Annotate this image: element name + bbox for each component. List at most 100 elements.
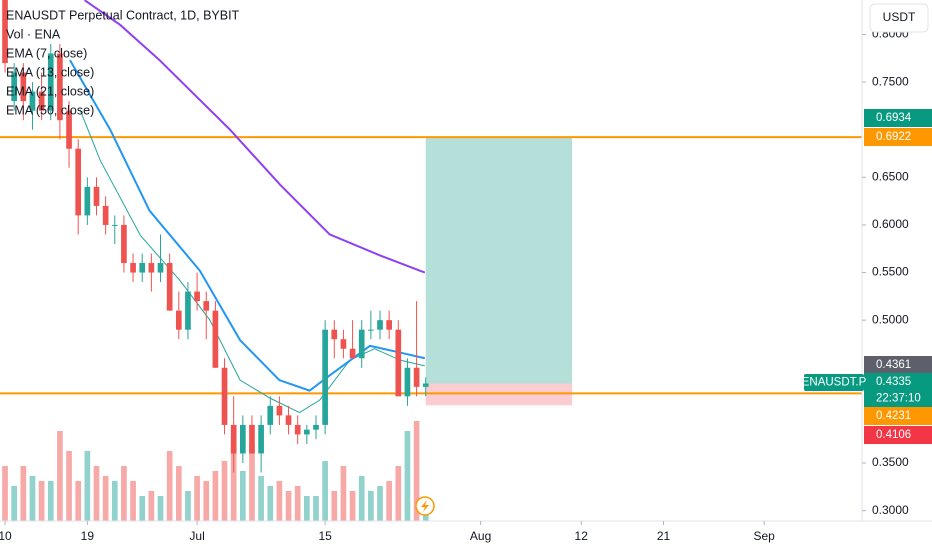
- volume-bar: [84, 451, 91, 521]
- y-tick-label: 0.6000: [872, 217, 909, 231]
- x-tick-label: Sep: [753, 529, 775, 543]
- volume-bar: [29, 476, 36, 521]
- volume-bar: [395, 466, 402, 521]
- legend-item: EMA (50, close): [6, 103, 94, 117]
- y-tick-label: 0.3500: [872, 455, 909, 469]
- currency-button-box[interactable]: [869, 3, 929, 33]
- volume-bar: [157, 496, 164, 521]
- volume-bar: [11, 486, 18, 521]
- volume-bar: [212, 471, 219, 521]
- axes: 0.80000.75000.65000.60000.55000.50000.35…: [0, 27, 932, 543]
- price-label-box: [864, 109, 932, 127]
- candle-body: [313, 424, 319, 430]
- y-tick-label: 0.5500: [872, 265, 909, 279]
- candle-body: [267, 405, 274, 425]
- volume-bar: [358, 476, 365, 521]
- price-label: 0.4231: [876, 410, 911, 422]
- candle-body: [276, 405, 283, 416]
- candle-body: [66, 110, 72, 149]
- volume-bar: [47, 481, 54, 521]
- candle-body: [404, 367, 411, 397]
- volume-bar: [175, 466, 182, 521]
- candle-body: [166, 263, 173, 311]
- candle-body: [221, 367, 228, 425]
- volume-bar: [313, 496, 319, 521]
- candle-body: [386, 320, 392, 330]
- legend-item: EMA (21, close): [6, 84, 94, 98]
- volume-bar: [258, 476, 264, 521]
- candle-body: [121, 224, 127, 264]
- volume-bar: [166, 451, 173, 521]
- volume-bar: [386, 481, 392, 521]
- volume-bar: [249, 446, 255, 521]
- candle-body: [230, 424, 237, 454]
- x-tick-label: 15: [318, 529, 332, 543]
- price-label: 0.4361: [876, 359, 911, 371]
- volume-bar: [185, 491, 191, 521]
- price-label: 0.4335: [876, 376, 911, 388]
- candle-body: [139, 263, 146, 273]
- volume-bar: [404, 431, 411, 521]
- volume-bar: [148, 491, 155, 521]
- candle-body: [322, 329, 328, 425]
- alert-icon[interactable]: [415, 496, 435, 516]
- candle-body: [349, 348, 356, 359]
- ema-line: [84, 0, 426, 274]
- plot-area: [0, 0, 862, 521]
- x-tick-label: Aug: [470, 529, 491, 543]
- candle-body: [157, 263, 164, 273]
- price-label-box: [864, 373, 932, 391]
- volume-bar: [304, 496, 310, 521]
- candle-body: [38, 91, 45, 111]
- candle-body: [358, 329, 365, 359]
- price-label: 0.6934: [876, 112, 912, 124]
- candle-body: [249, 424, 255, 454]
- candle-body: [2, 0, 8, 64]
- volume-bar: [20, 466, 27, 521]
- candle-body: [75, 148, 82, 216]
- currency-button-label[interactable]: USDT: [883, 10, 916, 24]
- x-tick-label: Jul: [189, 529, 204, 543]
- candle-body: [331, 329, 338, 340]
- volume-bar: [276, 481, 283, 521]
- countdown-box: [864, 390, 932, 407]
- alert-bolt[interactable]: [421, 500, 429, 512]
- candle-body: [57, 53, 63, 121]
- volume-bar: [349, 491, 356, 521]
- volume-bar: [267, 486, 274, 521]
- candle-body: [102, 205, 109, 225]
- candle-body: [47, 53, 54, 111]
- y-tick-label: 0.6500: [872, 169, 909, 183]
- volume-bar: [203, 481, 210, 521]
- candle-body: [84, 186, 91, 216]
- volume-bar: [93, 466, 100, 521]
- candle-body: [93, 186, 100, 206]
- candle-body: [185, 291, 191, 330]
- volume-bar: [130, 481, 136, 521]
- volume-bar: [66, 451, 72, 521]
- x-tick-label: 10: [0, 529, 12, 543]
- volume-bar: [239, 471, 246, 521]
- ema-line: [69, 59, 426, 392]
- volume-bar: [38, 481, 45, 521]
- y-tick-label: 0.7500: [872, 74, 909, 88]
- y-tick-label: 0.3000: [872, 503, 909, 517]
- symbol-tag: ENAUSDT.P: [802, 377, 867, 389]
- volume-bar: [413, 421, 420, 521]
- volume-bar: [111, 481, 118, 521]
- candle-body: [395, 329, 402, 397]
- x-tick-label: 12: [575, 529, 589, 543]
- volume-bar: [102, 476, 109, 521]
- volume-bar: [322, 461, 328, 521]
- legend-item: Vol · ENA: [6, 27, 61, 41]
- candle-body: [258, 424, 264, 454]
- currency-button[interactable]: USDT: [869, 3, 929, 33]
- candle-body: [340, 339, 347, 349]
- price-label: 0.4106: [876, 429, 911, 441]
- volume-bar: [194, 476, 200, 521]
- price-label: 0.6922: [876, 131, 911, 143]
- candle-body: [20, 72, 27, 102]
- countdown: 22:37:10: [876, 393, 921, 405]
